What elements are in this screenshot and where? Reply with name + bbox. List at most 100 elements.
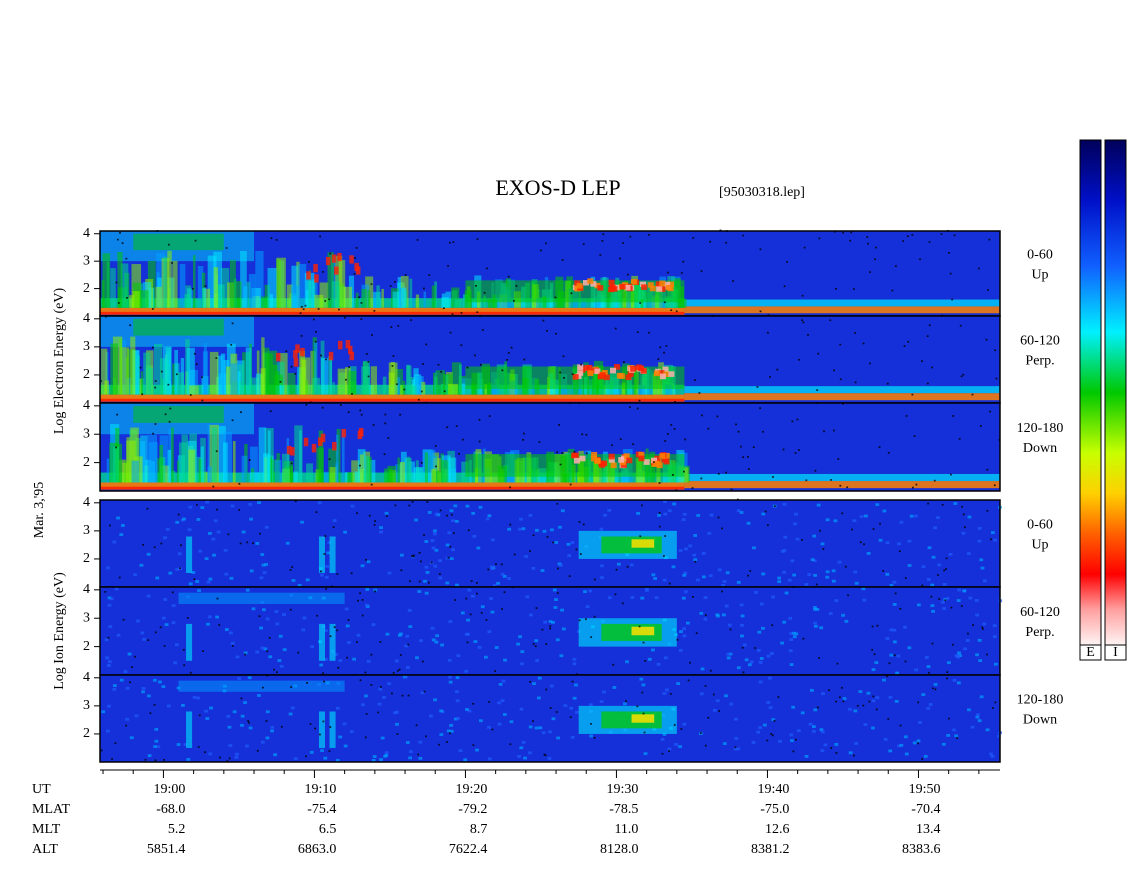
spectrogram-texture	[859, 515, 864, 518]
spectrogram-texture	[752, 446, 755, 449]
spectrogram-texture	[739, 603, 744, 607]
spectrogram-texture	[948, 552, 953, 556]
spectrogram-texture	[356, 512, 358, 515]
spectrogram-texture	[320, 354, 322, 357]
spectrogram-texture	[928, 671, 930, 674]
spectrogram-texture	[652, 460, 659, 467]
spectrogram-texture	[733, 747, 738, 751]
spectrogram-texture	[889, 653, 894, 657]
spectrogram-texture	[168, 420, 171, 423]
spectrogram-texture	[420, 390, 423, 393]
spectrogram-texture	[131, 460, 139, 483]
panel-sublabel: Up	[1031, 538, 1048, 553]
spectrogram-texture	[941, 504, 944, 506]
spectrogram-texture	[433, 698, 437, 702]
spectrogram-texture	[742, 671, 745, 674]
spectrogram-texture	[114, 587, 119, 591]
spectrogram-texture	[224, 572, 229, 576]
spectrogram-texture	[768, 676, 772, 680]
spectrogram-texture	[640, 596, 645, 600]
spectrogram-texture	[392, 671, 395, 674]
spectrogram-texture	[642, 641, 645, 644]
spectrogram-texture	[692, 237, 695, 239]
spectrogram-texture	[601, 239, 604, 242]
spectrogram-texture	[887, 718, 890, 720]
spectrogram-texture	[761, 626, 765, 630]
spectrogram-texture	[487, 630, 492, 634]
spectrogram-texture	[813, 606, 817, 609]
spectrogram-texture	[329, 467, 337, 483]
spectrogram-texture	[742, 234, 745, 237]
spectrogram-texture	[115, 446, 118, 449]
ephemeris-value: 11.0	[614, 822, 638, 837]
spectrogram-texture	[359, 409, 362, 412]
spectrogram-texture	[542, 319, 545, 322]
spectrogram-texture	[329, 635, 332, 638]
colorbar-label: E	[1086, 645, 1095, 660]
spectrogram-texture	[305, 578, 310, 582]
spectrogram-texture	[448, 675, 453, 679]
spectrogram-texture	[852, 519, 857, 523]
spectrogram-texture	[323, 756, 328, 760]
spectrogram-texture	[424, 565, 429, 569]
spectrogram-texture	[195, 363, 198, 366]
spectrogram-texture	[682, 627, 687, 631]
spectrogram-texture	[433, 372, 436, 395]
spectrogram-texture	[418, 740, 423, 744]
spectrogram-texture	[366, 659, 371, 663]
spectrogram-texture	[693, 379, 696, 382]
spectrogram-texture	[300, 347, 305, 357]
spectrogram-texture	[874, 258, 877, 261]
spectrogram-texture	[189, 394, 192, 396]
spectrogram-texture	[862, 704, 865, 707]
spectrogram	[100, 401, 1001, 491]
spectrogram-texture	[328, 448, 337, 483]
spectrogram-texture	[506, 358, 509, 361]
spectrogram-texture	[888, 749, 893, 753]
spectrogram-texture	[209, 351, 219, 395]
spectrogram-texture	[618, 373, 625, 379]
spectrogram-texture	[747, 456, 749, 458]
spectrogram-texture	[892, 640, 897, 644]
spectrogram-texture	[423, 534, 425, 536]
spectrogram-texture	[474, 354, 476, 357]
spectrogram-texture	[141, 687, 146, 690]
spectrogram-texture	[593, 615, 596, 618]
spectrogram-texture	[682, 512, 687, 516]
spectrogram-texture	[188, 505, 193, 509]
spectrogram-texture	[438, 573, 441, 575]
spectrogram-texture	[175, 373, 178, 376]
spectrogram-texture	[849, 239, 852, 242]
spectrogram-texture	[871, 726, 875, 730]
spectrogram-texture	[345, 624, 350, 628]
spectrogram-texture	[119, 533, 124, 537]
spectrogram-texture	[789, 638, 794, 642]
spectrogram-texture	[207, 255, 217, 308]
spectrogram-texture	[795, 738, 797, 741]
spectrogram-texture	[382, 695, 386, 699]
spectrogram-texture	[846, 486, 849, 489]
spectrogram-texture	[341, 429, 345, 483]
spectrogram-texture	[264, 563, 269, 566]
spectrogram-texture	[638, 455, 645, 462]
spectrogram-texture	[345, 472, 349, 483]
spectrogram-texture	[470, 580, 473, 582]
spectrogram-texture	[992, 635, 997, 639]
spectrogram-texture	[191, 571, 196, 574]
spectrogram-texture	[673, 428, 676, 430]
spectrogram-texture	[704, 614, 707, 616]
spectrogram-texture	[167, 449, 172, 483]
ephemeris-value: 7622.4	[449, 842, 488, 857]
spectrogram-texture	[251, 607, 256, 611]
spectrogram-texture	[561, 259, 564, 261]
y-tick-label: 2	[83, 551, 90, 566]
spectrogram-texture	[451, 313, 454, 315]
spectrogram-texture	[116, 238, 119, 241]
spectrogram-texture	[299, 312, 302, 315]
spectrogram-texture	[853, 709, 858, 713]
spectrogram-texture	[130, 427, 139, 483]
spectrogram-texture	[861, 587, 866, 591]
spectrogram-texture	[639, 677, 644, 681]
spectrogram-texture	[133, 405, 224, 423]
spectrogram-texture	[183, 664, 186, 666]
